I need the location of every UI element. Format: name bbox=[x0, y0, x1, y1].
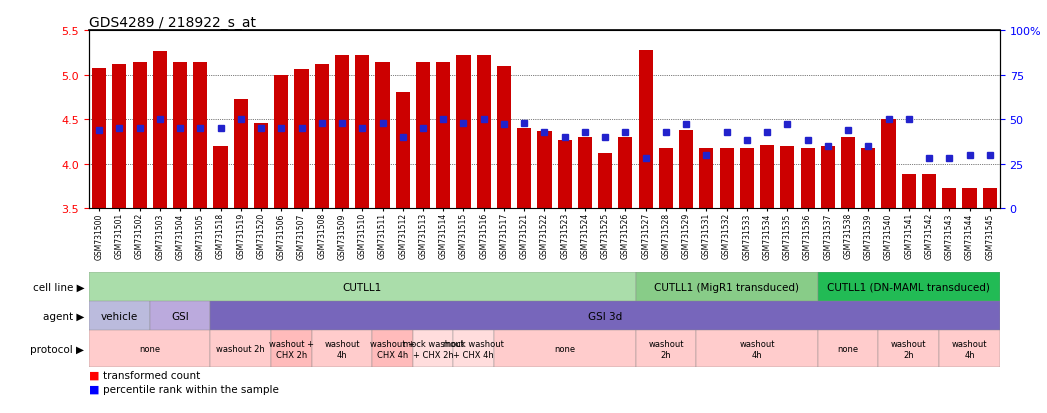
Bar bbox=[355, 56, 370, 209]
Text: CUTLL1: CUTLL1 bbox=[342, 282, 382, 292]
Bar bbox=[578, 138, 592, 209]
Bar bbox=[740, 149, 754, 209]
Text: washout +
CHX 4h: washout + CHX 4h bbox=[371, 339, 415, 358]
Bar bbox=[598, 154, 612, 209]
Bar bbox=[194, 63, 207, 209]
Bar bbox=[719, 149, 734, 209]
Bar bbox=[639, 50, 652, 209]
Bar bbox=[659, 148, 673, 209]
Text: washout +
CHX 2h: washout + CHX 2h bbox=[269, 339, 314, 358]
Bar bbox=[133, 63, 147, 209]
Text: GDS4289 / 218922_s_at: GDS4289 / 218922_s_at bbox=[89, 16, 257, 30]
Bar bbox=[497, 66, 511, 209]
Text: washout 2h: washout 2h bbox=[217, 344, 265, 354]
Bar bbox=[476, 56, 491, 209]
Text: washout
4h: washout 4h bbox=[325, 339, 360, 358]
Text: washout
2h: washout 2h bbox=[648, 339, 684, 358]
Text: mock washout
+ CHX 4h: mock washout + CHX 4h bbox=[443, 339, 504, 358]
Bar bbox=[901, 175, 916, 209]
Bar bbox=[373, 330, 413, 368]
Bar bbox=[112, 65, 127, 209]
Bar bbox=[437, 63, 450, 209]
Bar bbox=[214, 147, 227, 209]
Bar bbox=[294, 70, 309, 209]
Bar bbox=[274, 75, 288, 209]
Bar bbox=[416, 63, 430, 209]
Bar bbox=[89, 330, 210, 368]
Text: washout
4h: washout 4h bbox=[739, 339, 775, 358]
Bar bbox=[89, 273, 636, 301]
Text: CUTLL1 (DN-MAML transduced): CUTLL1 (DN-MAML transduced) bbox=[827, 282, 990, 292]
Bar bbox=[922, 175, 936, 209]
Bar bbox=[210, 330, 271, 368]
Bar bbox=[413, 330, 453, 368]
Bar bbox=[821, 147, 834, 209]
Bar bbox=[312, 330, 373, 368]
Bar bbox=[453, 330, 494, 368]
Text: mock washout
+ CHX 2h: mock washout + CHX 2h bbox=[403, 339, 464, 358]
Bar bbox=[818, 273, 1000, 301]
Bar bbox=[801, 149, 815, 209]
Bar bbox=[376, 63, 389, 209]
Text: ■: ■ bbox=[89, 370, 99, 380]
Bar bbox=[696, 330, 818, 368]
Bar bbox=[882, 120, 895, 209]
Bar bbox=[89, 301, 150, 330]
Text: GSI 3d: GSI 3d bbox=[588, 311, 622, 321]
Bar bbox=[862, 148, 875, 209]
Bar bbox=[760, 145, 774, 209]
Text: CUTLL1 (MigR1 transduced): CUTLL1 (MigR1 transduced) bbox=[654, 282, 799, 292]
Bar bbox=[315, 65, 329, 209]
Bar bbox=[841, 138, 855, 209]
Text: ■: ■ bbox=[89, 384, 99, 394]
Bar bbox=[636, 330, 696, 368]
Bar bbox=[494, 330, 636, 368]
Bar bbox=[619, 138, 632, 209]
Bar bbox=[233, 100, 248, 209]
Text: transformed count: transformed count bbox=[103, 370, 200, 380]
Bar bbox=[939, 330, 1000, 368]
Bar bbox=[878, 330, 939, 368]
Text: washout
2h: washout 2h bbox=[891, 339, 927, 358]
Text: none: none bbox=[139, 344, 160, 354]
Bar bbox=[962, 189, 977, 209]
Text: vehicle: vehicle bbox=[101, 311, 138, 321]
Bar bbox=[396, 93, 409, 209]
Bar bbox=[636, 273, 818, 301]
Bar bbox=[254, 123, 268, 209]
Text: percentile rank within the sample: percentile rank within the sample bbox=[103, 384, 279, 394]
Bar bbox=[558, 140, 572, 209]
Text: washout
4h: washout 4h bbox=[952, 339, 987, 358]
Bar bbox=[983, 189, 997, 209]
Text: protocol ▶: protocol ▶ bbox=[30, 344, 85, 354]
Bar bbox=[92, 69, 106, 209]
Bar bbox=[456, 56, 470, 209]
Text: GSI: GSI bbox=[172, 311, 188, 321]
Text: cell line ▶: cell line ▶ bbox=[32, 282, 85, 292]
Bar bbox=[699, 149, 713, 209]
Bar bbox=[517, 128, 531, 209]
Bar bbox=[150, 301, 210, 330]
Bar bbox=[818, 330, 878, 368]
Bar bbox=[780, 147, 795, 209]
Bar bbox=[271, 330, 312, 368]
Text: agent ▶: agent ▶ bbox=[43, 311, 85, 321]
Bar bbox=[335, 56, 349, 209]
Bar bbox=[173, 63, 187, 209]
Bar bbox=[153, 51, 166, 209]
Text: none: none bbox=[554, 344, 575, 354]
Bar bbox=[537, 131, 552, 209]
Bar bbox=[942, 189, 956, 209]
Text: none: none bbox=[838, 344, 859, 354]
Bar bbox=[680, 131, 693, 209]
Bar bbox=[210, 301, 1000, 330]
